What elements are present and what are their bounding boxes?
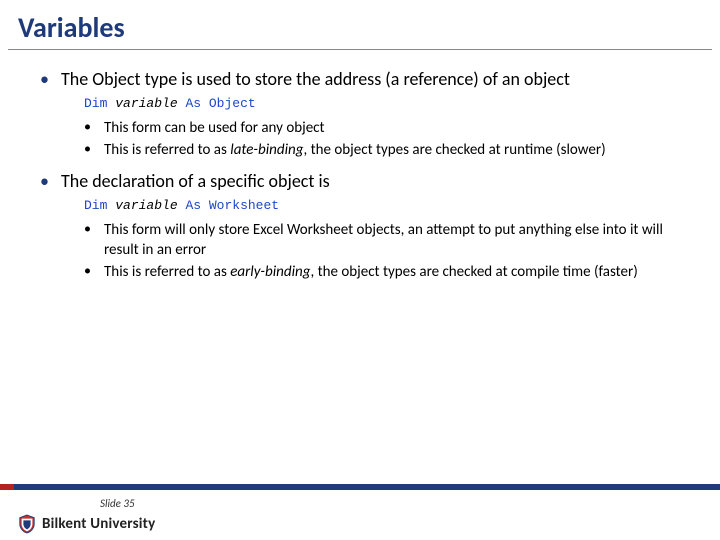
bullet-2: • The declaration of a specific object i… — [40, 170, 690, 193]
bullet-1-text: The Object type is used to store the add… — [61, 68, 570, 91]
sub-bullet-text: This form will only store Excel Workshee… — [104, 220, 690, 261]
footer-accent-bar — [0, 484, 720, 490]
sub-bullet-text: This is referred to as early-binding, th… — [104, 262, 638, 282]
slide-title: Variables — [0, 0, 720, 49]
content-area: • The Object type is used to store the a… — [0, 68, 720, 282]
code-type: Object — [209, 96, 256, 111]
title-underline — [8, 49, 712, 50]
bullet-dot-icon: • — [84, 140, 92, 160]
code-kw: Dim — [84, 198, 107, 213]
university-name: Bilkent University — [42, 515, 155, 533]
sub-bullet-2-1: • This form will only store Excel Worksh… — [84, 220, 690, 261]
university-logo: Bilkent University — [18, 514, 155, 534]
bullet-2-text: The declaration of a specific object is — [61, 170, 330, 193]
sub-bullet-1-1: • This form can be used for any object — [84, 118, 690, 138]
bar-red — [0, 484, 14, 490]
code-kw: Dim — [84, 96, 107, 111]
sub-bullet-1-2: • This is referred to as late-binding, t… — [84, 140, 690, 160]
bar-blue — [14, 484, 720, 490]
slide-number: Slide 35 — [100, 497, 135, 510]
bullet-dot-icon: • — [84, 262, 92, 282]
code-var: variable — [115, 198, 177, 213]
code-var: variable — [115, 96, 177, 111]
code-line-2: Dim variable As Worksheet — [84, 197, 690, 215]
bullet-1: • The Object type is used to store the a… — [40, 68, 690, 91]
code-type: Worksheet — [209, 198, 279, 213]
shield-icon — [18, 514, 36, 534]
bullet-dot-icon: • — [40, 68, 49, 91]
code-kw: As — [185, 96, 201, 111]
sub-bullet-text: This form can be used for any object — [104, 118, 325, 138]
bullet-dot-icon: • — [84, 118, 92, 138]
code-kw: As — [185, 198, 201, 213]
sub-bullet-text: This is referred to as late-binding, the… — [104, 140, 606, 160]
sub-bullet-2-2: • This is referred to as early-binding, … — [84, 262, 690, 282]
code-line-1: Dim variable As Object — [84, 95, 690, 113]
bullet-dot-icon: • — [40, 170, 49, 193]
bullet-dot-icon: • — [84, 220, 92, 261]
